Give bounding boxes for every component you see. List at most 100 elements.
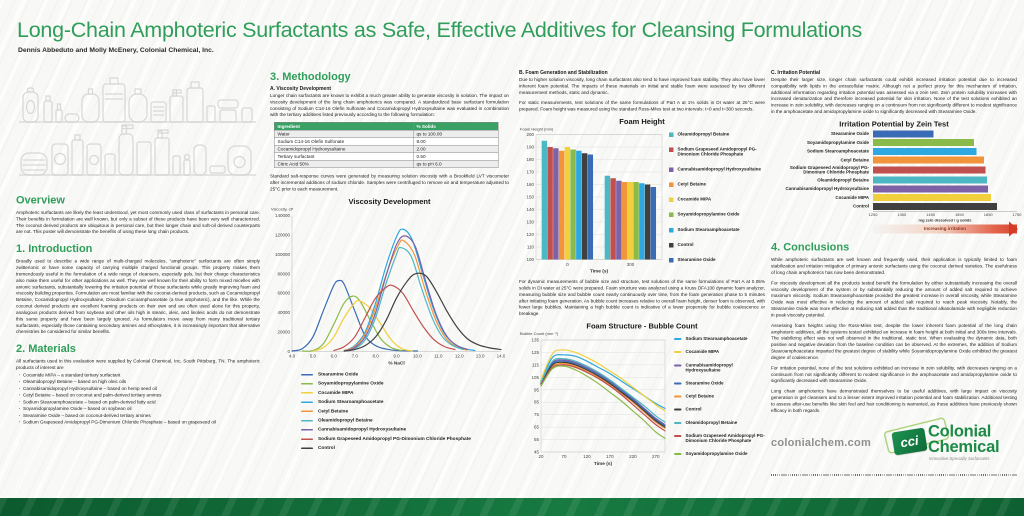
svg-text:110: 110	[527, 245, 535, 250]
legend-swatch	[301, 373, 313, 376]
zein-bar-track	[873, 130, 1017, 138]
svg-text:4.0: 4.0	[289, 353, 296, 358]
chart-bar	[633, 182, 639, 260]
conclusions-paras: While amphoteric surfactants are well kn…	[771, 257, 1017, 414]
methodology-para1: Longer chain surfactants are known to ex…	[270, 93, 509, 118]
svg-text:160: 160	[526, 182, 534, 187]
legend-swatch	[674, 395, 682, 398]
legend-item: Sodium Grapeseed Amidopropyl PG-Dimonium…	[674, 433, 765, 443]
svg-text:13.0: 13.0	[476, 353, 485, 358]
zein-bar-track	[873, 147, 1017, 155]
chart-line-series	[540, 349, 666, 412]
chart-line-series	[540, 357, 666, 423]
foam-height-chart: 100 110 120 130 140 150 160 170 180 190 200 0 300 Tim…	[526, 132, 663, 275]
list-item: Sodium Grapeseed Amidopropyl PG-Dimonium…	[18, 419, 260, 426]
chart-bar	[564, 147, 571, 260]
viscosity-ylabel: Viscosity, cP	[271, 206, 294, 212]
zein-bar-track	[873, 166, 1017, 174]
table-row: Tertiary surfactant 0.50	[274, 152, 499, 161]
svg-text:0: 0	[287, 349, 290, 354]
colonial-chemical-logo: cci Colonial Chemical Innovative Special…	[883, 416, 1017, 469]
table-cell: Citric Acid 50%	[274, 160, 414, 169]
increasing-irritation-arrow: Increasing irritation	[873, 221, 1018, 237]
list-item: Assessing foam heights using the Ross-Mi…	[771, 322, 1017, 360]
zein-row: Sodium Grapeseed Amidopropyl PG-Dimonium…	[771, 164, 1017, 175]
list-item: For irritation potential, none of the te…	[771, 365, 1017, 384]
svg-text:75: 75	[534, 412, 540, 417]
legend-item: Cocamide MIPA	[669, 197, 765, 203]
chart-line-series	[301, 295, 403, 352]
svg-text:170: 170	[526, 170, 534, 175]
legend-swatch	[674, 338, 682, 341]
legend-label: Sodium Stearoamphoacetate	[685, 336, 748, 342]
foam-height-legend: Oleamidopropyl Betaine Sodium Grapeseed A…	[669, 132, 765, 263]
svg-text:55: 55	[534, 437, 540, 442]
svg-text:7.0: 7.0	[352, 353, 359, 358]
list-item: Cetyl Betaine – based on coconut and pal…	[18, 392, 260, 399]
legend-label: Cetyl Betaine	[318, 408, 349, 414]
chart-bar	[627, 182, 634, 260]
logo-name: Colonial Chemical	[928, 422, 1000, 454]
arrow-label: Increasing irritation	[923, 226, 967, 232]
legend-swatch	[669, 212, 674, 218]
svg-text:8.0: 8.0	[372, 353, 379, 358]
legend-item: Stearamine Oxide	[301, 371, 509, 377]
formulation-table: Ingredient% Solids Water qs to 100.00 Sodiu…	[274, 122, 499, 169]
legend-label: Cetyl Betaine	[677, 181, 707, 187]
svg-text:45: 45	[534, 450, 540, 455]
zein-bar	[873, 185, 989, 193]
chart-line-series	[540, 361, 666, 428]
svg-text:80000: 80000	[277, 271, 290, 276]
zein-category-label: Sodium Grapeseed Amidopropyl PG-Dimonium…	[789, 164, 869, 175]
introduction-text: Broadly used to describe a wide range of…	[16, 258, 260, 335]
chart-bar	[610, 178, 616, 260]
list-item: Sodium Stearoamphoacetate – based on pal…	[18, 399, 260, 406]
website-text: colonialchem.com	[771, 435, 871, 449]
legend-item: Cetyl Betaine	[301, 408, 509, 414]
legend-label: Sodium Stearoamphoacetate	[318, 399, 384, 405]
zein-category-label: Sodium Stearoamphoacetate	[806, 148, 869, 154]
legend-swatch	[301, 429, 313, 431]
zein-category-label: Cetyl Betaine	[840, 157, 869, 163]
chart-bar	[553, 148, 559, 260]
chart-line-series	[540, 363, 666, 430]
cosmetic-bottles-illustration	[19, 77, 256, 176]
zein-bar	[873, 147, 977, 155]
chart-bar	[616, 180, 622, 260]
column-foam: B. Foam Generation and Stabilization Due…	[519, 70, 765, 467]
legend-item: Sodium Stearoamphoacetate	[669, 227, 765, 233]
zein-axis: 1250 1350 1450 1550 1650 1750	[869, 211, 1021, 219]
legend-swatch	[301, 410, 313, 413]
zein-bar-track	[873, 185, 1017, 193]
chart-line-series	[540, 365, 666, 439]
legend-label: Oleamidopropyl Betaine	[685, 419, 738, 425]
list-item: Long chain amphoterics have demonstrated…	[771, 388, 1017, 413]
svg-text:100000: 100000	[275, 252, 291, 257]
legend-label: Oleamidopropyl Betaine	[677, 131, 730, 137]
legend-item: Cocamide MIPA	[674, 349, 765, 354]
chart-bar	[570, 149, 576, 260]
chart-line-series	[343, 272, 502, 352]
irritation-subheading: C. Irritation Potential	[771, 70, 821, 76]
materials-heading: 2. Materials	[16, 342, 76, 355]
list-item: Soyamidopropylamine Oxide – based on soy…	[18, 406, 260, 413]
legend-swatch	[669, 167, 674, 172]
svg-text:150: 150	[526, 195, 534, 200]
viscosity-chart: 0 20000 40000 60000 80000 100000 120000 140000 4…	[275, 213, 506, 367]
column-overview: Overview Amphoteric surfactants are like…	[16, 70, 260, 426]
svg-text:125: 125	[531, 350, 539, 355]
column-methodology: 3. Methodology A. Viscosity Development …	[270, 70, 509, 455]
legend-label: Sodium Grapeseed Amidopropyl PG-Dimonium…	[677, 146, 757, 157]
svg-text:105: 105	[531, 375, 539, 380]
legend-swatch	[674, 453, 682, 456]
legend-swatch	[301, 438, 313, 440]
legend-label: Cannabisamidopropyl Hydroxysultaine	[677, 166, 762, 172]
legend-item: Control	[674, 407, 765, 412]
svg-text:85: 85	[534, 400, 540, 405]
chart-bar	[558, 150, 565, 260]
svg-text:5.0: 5.0	[310, 353, 317, 358]
bottom-green-band	[0, 498, 1024, 516]
foam-height-ylabel: Foam Height (mm)	[520, 127, 554, 132]
legend-label: Control	[685, 406, 702, 412]
svg-text:135: 135	[531, 338, 539, 343]
